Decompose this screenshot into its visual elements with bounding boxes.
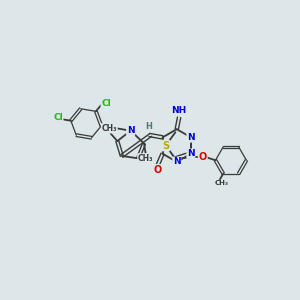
Text: NH: NH xyxy=(172,106,187,115)
Text: CH₃: CH₃ xyxy=(101,124,117,133)
Text: O: O xyxy=(199,152,207,162)
Text: H: H xyxy=(145,122,152,131)
Text: N: N xyxy=(127,126,134,135)
Text: Cl: Cl xyxy=(53,113,63,122)
Text: N: N xyxy=(187,149,195,158)
Text: N: N xyxy=(173,158,181,166)
Text: CH₃: CH₃ xyxy=(214,180,228,186)
Text: Cl: Cl xyxy=(101,99,111,108)
Text: S: S xyxy=(162,140,169,151)
Text: O: O xyxy=(153,165,161,175)
Text: CH₃: CH₃ xyxy=(138,154,153,163)
Text: N: N xyxy=(187,133,195,142)
